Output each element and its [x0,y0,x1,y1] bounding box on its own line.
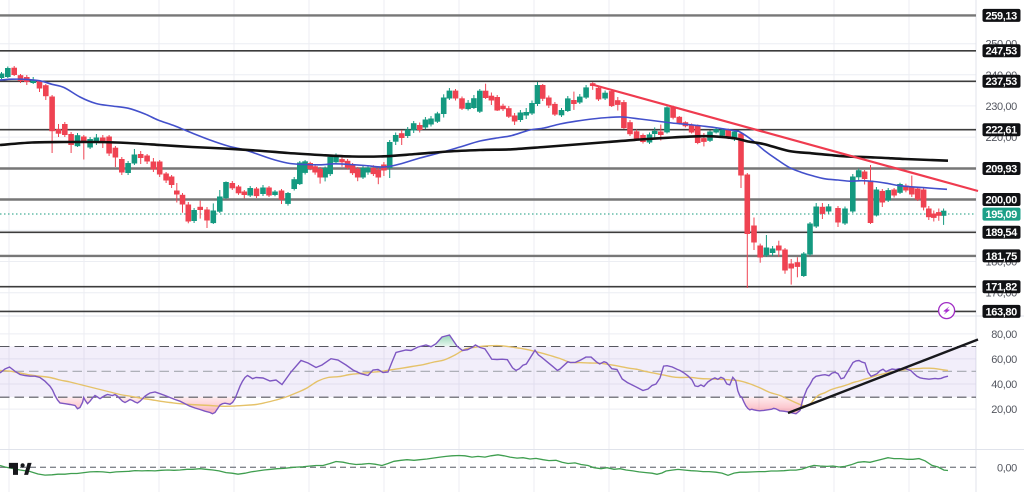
svg-text:247,53: 247,53 [986,46,1018,58]
svg-text:222,61: 222,61 [986,125,1018,137]
svg-text:189,54: 189,54 [986,227,1019,239]
svg-text:195,09: 195,09 [986,209,1018,221]
svg-text:181,75: 181,75 [986,251,1018,263]
svg-text:200,00: 200,00 [986,194,1018,206]
svg-text:80,00: 80,00 [991,329,1017,341]
svg-text:0,00: 0,00 [997,462,1017,474]
svg-text:171,82: 171,82 [986,282,1018,294]
svg-text:20,00: 20,00 [991,404,1017,416]
svg-text:230,00: 230,00 [986,101,1018,113]
svg-text:237,53: 237,53 [986,76,1018,88]
svg-text:259,13: 259,13 [986,10,1018,22]
svg-text:209,93: 209,93 [986,163,1018,175]
svg-text:60,00: 60,00 [991,354,1017,366]
svg-text:163,80: 163,80 [986,306,1018,318]
svg-text:40,00: 40,00 [991,379,1017,391]
